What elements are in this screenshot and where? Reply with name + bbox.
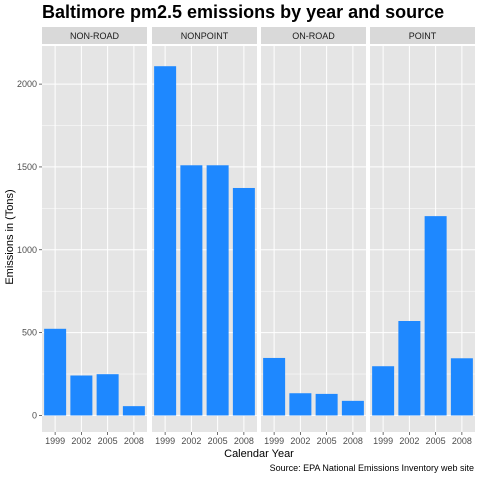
facet-panel-on-road: ON-ROAD 1999 2002 2005 2008 xyxy=(261,27,366,446)
facet-strip-label: NON-ROAD xyxy=(70,31,119,41)
bar-non-road-1999 xyxy=(44,328,67,416)
bar-non-road-2002 xyxy=(70,375,93,416)
facet-panel-point: POINT 1999 2002 2005 2008 xyxy=(370,27,475,446)
bar-non-road-2008 xyxy=(122,406,145,416)
x-tick-label: 2005 xyxy=(426,436,446,446)
bar-non-road-2005 xyxy=(96,374,119,416)
x-tick-label: 2008 xyxy=(124,436,144,446)
x-axis-title: Calendar Year xyxy=(224,448,294,460)
x-tick-label: 1999 xyxy=(155,436,175,446)
x-tick-label: 2005 xyxy=(98,436,118,446)
y-axis: 0 500 1000 1500 2000 xyxy=(17,79,42,420)
bar-nonpoint-2002 xyxy=(180,165,203,416)
x-tick-label: 2002 xyxy=(71,436,91,446)
facet-panels: NON-ROAD 1999 2002 2005 2008 NONPOINT 1999 2002… xyxy=(42,27,475,446)
y-tick-label: 2000 xyxy=(17,79,37,89)
bar-point-2005 xyxy=(424,216,447,416)
bar-nonpoint-2008 xyxy=(232,187,255,416)
x-tick-label: 2008 xyxy=(452,436,472,446)
facet-strip xyxy=(42,27,147,44)
x-tick-label: 2008 xyxy=(343,436,363,446)
y-axis-title: Emissions in (Tons) xyxy=(4,189,16,284)
x-tick-label: 2008 xyxy=(234,436,254,446)
x-tick-label: 1999 xyxy=(264,436,284,446)
chart-caption: Source: EPA National Emissions Inventory… xyxy=(270,463,474,473)
y-tick-label: 500 xyxy=(22,328,37,338)
bar-nonpoint-1999 xyxy=(154,66,177,416)
x-tick-label: 2005 xyxy=(208,436,228,446)
facet-strip-label: ON-ROAD xyxy=(292,31,335,41)
y-tick-label: 1500 xyxy=(17,162,37,172)
x-tick-label: 2002 xyxy=(290,436,310,446)
bar-point-2002 xyxy=(398,321,421,416)
facet-strip xyxy=(261,27,366,44)
chart-title: Baltimore pm2.5 emissions by year and so… xyxy=(42,2,444,22)
bar-on-road-2005 xyxy=(315,393,338,416)
bar-on-road-2008 xyxy=(341,400,364,416)
facet-panel-nonpoint: NONPOINT 1999 2002 2005 2008 xyxy=(152,27,257,446)
bar-on-road-1999 xyxy=(263,357,286,416)
x-tick-label: 1999 xyxy=(373,436,393,446)
x-tick-label: 1999 xyxy=(45,436,65,446)
x-tick-label: 2005 xyxy=(317,436,337,446)
bar-on-road-2002 xyxy=(289,393,312,416)
facet-strip-label: POINT xyxy=(409,31,437,41)
facet-panel-non-road: NON-ROAD 1999 2002 2005 2008 xyxy=(42,27,147,446)
facet-strip-label: NONPOINT xyxy=(181,31,229,41)
bar-nonpoint-2005 xyxy=(206,165,229,416)
facet-strip xyxy=(370,27,475,44)
x-tick-label: 2002 xyxy=(399,436,419,446)
facet-strip xyxy=(152,27,257,44)
x-tick-label: 2002 xyxy=(181,436,201,446)
bar-point-2008 xyxy=(450,358,473,416)
bar-point-1999 xyxy=(372,366,395,416)
y-tick-label: 0 xyxy=(32,410,37,420)
y-tick-label: 1000 xyxy=(17,245,37,255)
